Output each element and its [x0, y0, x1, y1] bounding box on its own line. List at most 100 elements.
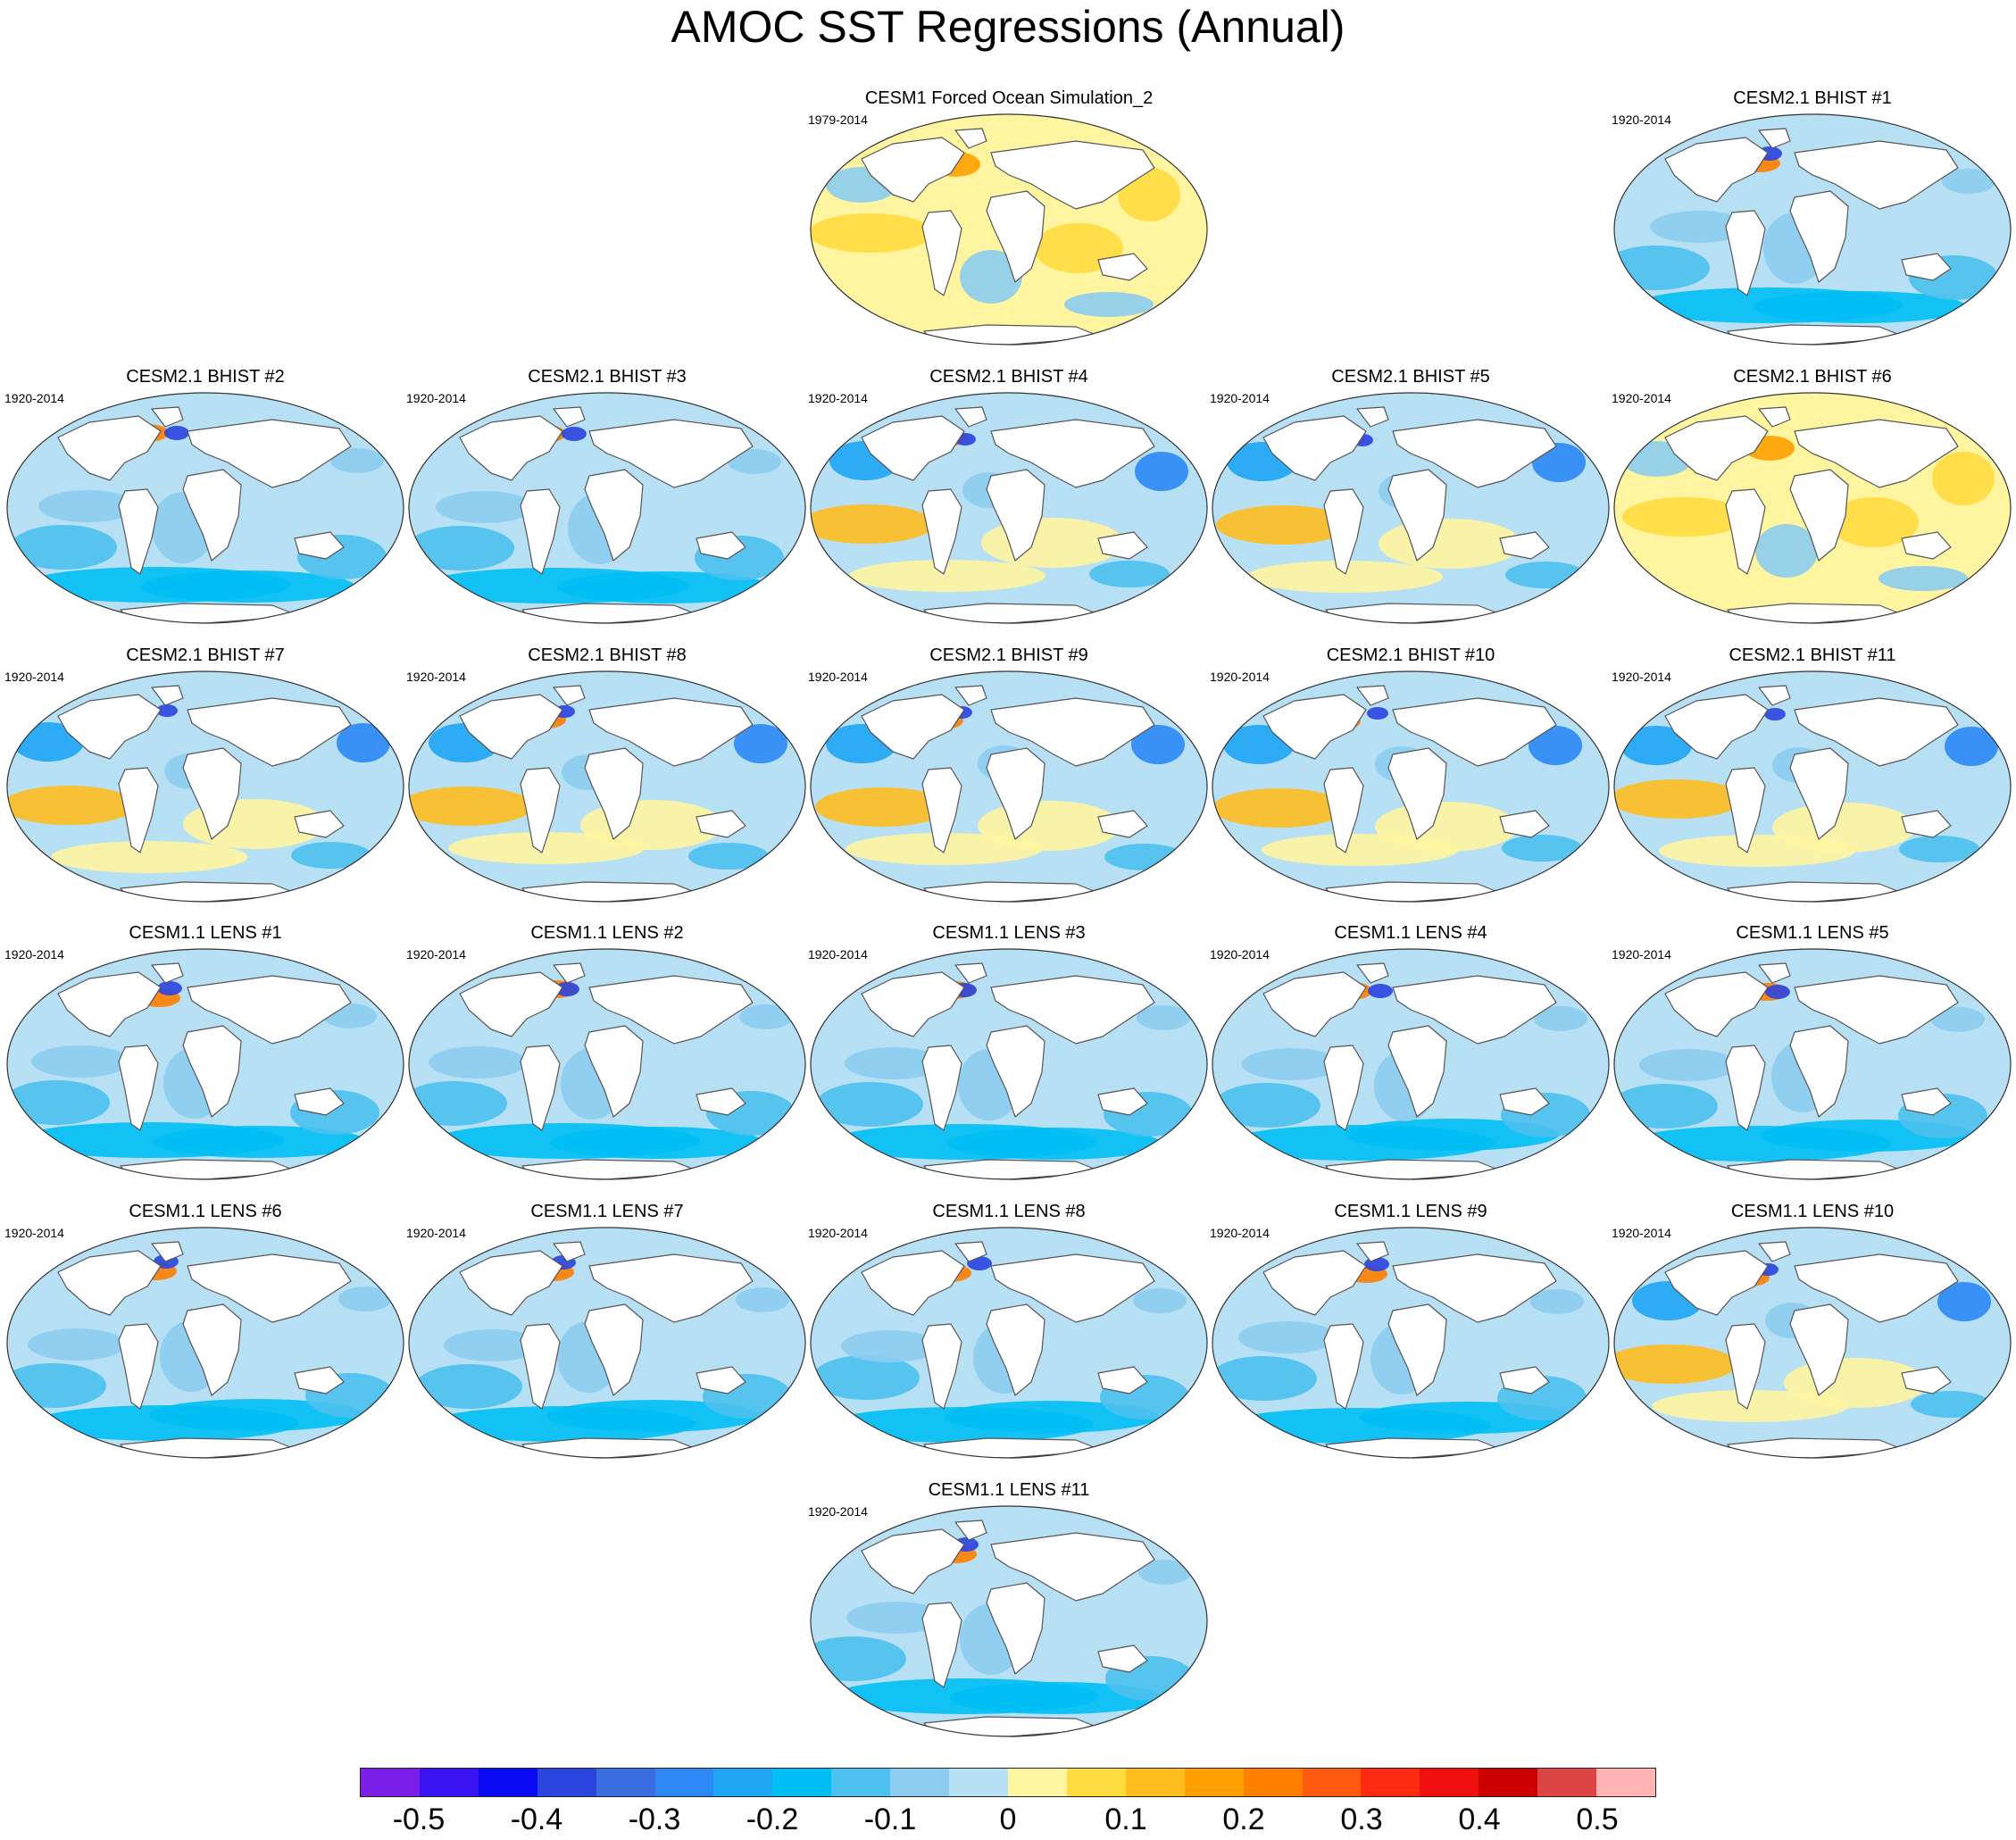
- panel-years: 1920-2014: [1612, 391, 1671, 405]
- sst-anomaly-patch: [448, 832, 645, 864]
- land-mass: [990, 697, 1155, 767]
- panel-title: CESM2.1 BHIST #5: [1331, 367, 1490, 387]
- land-mass: [990, 1532, 1155, 1602]
- map-outline: [6, 948, 404, 1180]
- sst-anomaly-patch: [739, 1004, 793, 1029]
- land-mass: [1725, 210, 1766, 296]
- land-mass: [459, 971, 563, 1037]
- sst-anomaly-patch: [1345, 1119, 1559, 1151]
- land-mass: [584, 469, 644, 562]
- colorbar-swatch: [831, 1769, 891, 1796]
- sst-anomaly-patch: [1368, 984, 1393, 998]
- colorbar-swatch: [1125, 1769, 1185, 1796]
- sst-anomaly-patch: [947, 1128, 1162, 1160]
- sst-anomaly-patch: [444, 1329, 542, 1361]
- land-mass: [921, 1045, 962, 1131]
- land-mass: [57, 694, 162, 760]
- land-mass: [921, 488, 962, 575]
- land-mass: [1758, 1241, 1791, 1262]
- land-mass: [520, 488, 561, 575]
- sst-regression-map: [1613, 948, 2012, 1180]
- colorbar-swatch: [1361, 1769, 1420, 1796]
- land-mass: [861, 971, 965, 1037]
- colorbar-swatch: [1479, 1769, 1538, 1796]
- land-mass: [1392, 975, 1557, 1045]
- map-panel: CESM1.1 LENS #1 1920-2014: [4, 922, 406, 1181]
- sst-regression-map: [6, 1227, 404, 1459]
- sst-anomaly-patch: [1622, 497, 1747, 537]
- sst-anomaly-patch: [291, 842, 371, 869]
- panel-years: 1920-2014: [406, 1226, 466, 1240]
- land-mass: [553, 1241, 586, 1262]
- panel-years: 1920-2014: [808, 1504, 868, 1519]
- sst-anomaly-patch: [1216, 505, 1350, 545]
- sst-anomaly-patch: [436, 491, 534, 523]
- land-mass: [118, 488, 159, 575]
- colorbar-swatch: [537, 1769, 596, 1796]
- sst-anomaly-patch: [1530, 1289, 1584, 1314]
- land-mass: [1725, 767, 1766, 853]
- land-mass: [294, 810, 345, 838]
- sst-anomaly-patch: [1753, 291, 1967, 323]
- sst-anomaly-patch: [846, 1602, 945, 1634]
- colorbar-tick-label: 0.1: [1104, 1803, 1147, 1836]
- land-mass: [459, 1250, 563, 1316]
- sst-anomaly-patch: [1932, 452, 1995, 505]
- colorbar-swatch: [1302, 1769, 1362, 1796]
- land-mass: [1499, 531, 1550, 560]
- land-mass: [459, 694, 563, 760]
- colorbar-tick-label: -0.3: [628, 1803, 681, 1836]
- map-outline: [1212, 670, 1610, 903]
- land-mass: [1794, 140, 1959, 210]
- land-mass: [954, 128, 987, 149]
- sst-anomaly-patch: [141, 570, 355, 603]
- sst-anomaly-patch: [1659, 835, 1855, 867]
- sst-anomaly-patch: [164, 426, 189, 440]
- land-mass: [182, 1303, 242, 1396]
- sst-anomaly-patch: [31, 1045, 129, 1078]
- sst-anomaly-patch: [157, 981, 182, 995]
- land-mass: [1392, 419, 1557, 488]
- panel-years: 1920-2014: [808, 670, 868, 684]
- land-mass: [954, 1241, 987, 1262]
- land-mass: [1262, 415, 1367, 481]
- sst-anomaly-patch: [1246, 561, 1443, 593]
- sst-anomaly-patch: [1529, 726, 1582, 765]
- land-mass: [588, 697, 754, 767]
- land-mass: [1097, 253, 1148, 281]
- panel-title: CESM2.1 BHIST #1: [1733, 88, 1892, 108]
- sst-anomaly-patch: [10, 525, 117, 570]
- land-mass: [459, 415, 563, 481]
- land-mass: [1794, 419, 1959, 488]
- land-mass: [1789, 1025, 1849, 1118]
- sst-anomaly-patch: [557, 571, 771, 604]
- map-outline: [810, 1227, 1208, 1459]
- land-mass: [187, 1253, 352, 1323]
- panel-years: 1920-2014: [4, 1226, 64, 1240]
- sst-anomaly-patch: [1505, 562, 1586, 588]
- land-mass: [1262, 971, 1367, 1037]
- land-mass: [1499, 1366, 1550, 1395]
- colorbar-swatch: [1184, 1769, 1244, 1796]
- panel-years: 1920-2014: [1612, 112, 1671, 127]
- land-mass: [520, 1045, 561, 1131]
- land-mass: [1387, 1025, 1447, 1118]
- colorbar-tick-label: 0.4: [1458, 1803, 1501, 1836]
- panel-title: CESM1.1 LENS #1: [129, 923, 282, 943]
- sst-anomaly-patch: [546, 1400, 761, 1432]
- sst-anomaly-patch: [1620, 726, 1692, 765]
- land-mass: [584, 1025, 644, 1118]
- land-mass: [1901, 810, 1952, 838]
- land-mass: [1664, 137, 1769, 203]
- sst-regression-map: [1613, 113, 2012, 346]
- sst-anomaly-patch: [1655, 562, 1852, 595]
- land-mass: [1758, 406, 1791, 428]
- sst-anomaly-patch: [1765, 985, 1790, 999]
- land-mass: [1664, 1250, 1769, 1316]
- panel-title: CESM2.1 BHIST #6: [1733, 367, 1892, 387]
- colorbar-tick-label: -0.2: [746, 1803, 799, 1836]
- land-mass: [990, 1253, 1155, 1323]
- land-mass: [1323, 767, 1364, 853]
- sst-anomaly-patch: [1135, 452, 1188, 491]
- land-mass: [954, 962, 987, 984]
